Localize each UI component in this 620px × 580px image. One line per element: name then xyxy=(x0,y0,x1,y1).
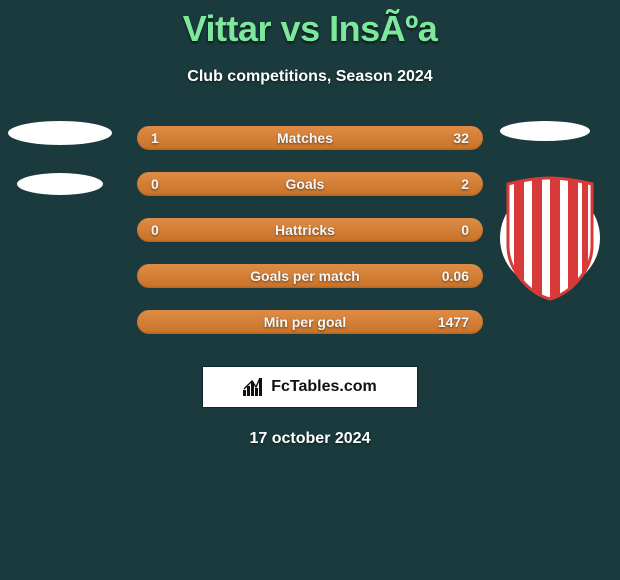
stat-row-goals-per-match: Goals per match 0.06 xyxy=(137,264,483,288)
club-badge xyxy=(500,176,600,301)
stat-right-value: 32 xyxy=(429,130,469,146)
page-subtitle: Club competitions, Season 2024 xyxy=(0,68,620,86)
stat-row-hattricks: 0 Hattricks 0 xyxy=(137,218,483,242)
brand-link[interactable]: FcTables.com xyxy=(202,366,418,408)
stat-right-value: 0.06 xyxy=(429,268,469,284)
stat-label: Goals xyxy=(181,176,429,192)
right-placeholder-ellipse xyxy=(500,121,590,141)
stat-right-value: 0 xyxy=(429,222,469,238)
stat-right-value: 2 xyxy=(429,176,469,192)
stat-row-min-per-goal: Min per goal 1477 xyxy=(137,310,483,334)
stat-label: Min per goal xyxy=(181,314,429,330)
stat-label: Matches xyxy=(181,130,429,146)
stat-row-matches: 1 Matches 32 xyxy=(137,126,483,150)
left-placeholder-column xyxy=(8,121,112,195)
placeholder-ellipse xyxy=(17,173,103,195)
stat-label: Goals per match xyxy=(181,268,429,284)
stat-left-value: 0 xyxy=(151,176,181,192)
stat-right-value: 1477 xyxy=(429,314,469,330)
date-text: 17 october 2024 xyxy=(0,430,620,448)
placeholder-ellipse xyxy=(8,121,112,145)
stats-section: 1 Matches 32 0 Goals 2 0 Hattricks 0 Goa… xyxy=(0,126,620,334)
bar-chart-icon xyxy=(243,378,265,396)
page-title: Vittar vs InsÃºa xyxy=(0,0,620,50)
stat-left-value: 0 xyxy=(151,222,181,238)
stat-label: Hattricks xyxy=(181,222,429,238)
stat-row-goals: 0 Goals 2 xyxy=(137,172,483,196)
stat-left-value: 1 xyxy=(151,130,181,146)
brand-text: FcTables.com xyxy=(271,378,377,396)
